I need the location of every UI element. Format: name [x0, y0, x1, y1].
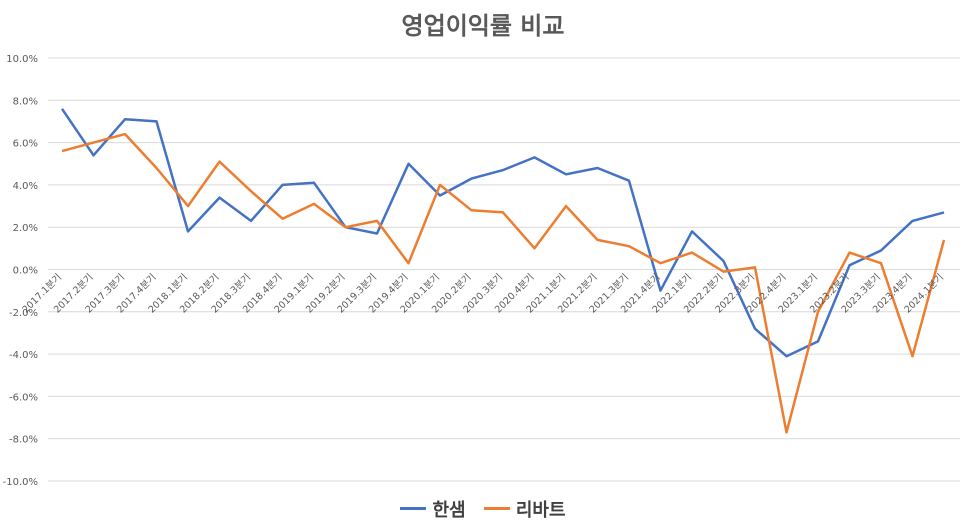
series-line-0 — [60, 108, 945, 358]
y-axis-ticks: -10.0% -8.0% -6.0% -4.0% -2.0% 0.0% 2.0% 4.0% 6.… — [3, 54, 38, 488]
series-line-1 — [61, 132, 946, 434]
y-tick-label: 0.0% — [13, 266, 38, 277]
y-tick-label: 6.0% — [13, 139, 38, 150]
legend-label-hanssem: 한샘 — [432, 499, 466, 521]
chart-title: 영업이익률 비교 — [401, 12, 565, 40]
legend: 한샘 리바트 — [0, 494, 966, 522]
legend-swatch-hanssem — [400, 507, 427, 510]
y-tick-label: -10.0% — [3, 477, 38, 488]
y-tick-label: -4.0% — [9, 350, 38, 361]
series-lines — [60, 108, 946, 434]
legend-swatch-livart — [483, 507, 510, 510]
y-tick-label: 8.0% — [13, 96, 38, 107]
gridlines — [48, 57, 960, 482]
legend-item-livart: 리바트 — [483, 496, 566, 522]
y-tick-label: 10.0% — [6, 54, 38, 65]
legend-item-hanssem: 한샘 — [400, 496, 466, 522]
y-tick-label: -6.0% — [9, 392, 38, 403]
x-axis-ticks: 2017.1분기2017.2분기2017.3분기2017.4분기2018.1분기… — [20, 272, 946, 316]
y-tick-label: 4.0% — [13, 181, 38, 192]
y-tick-label: -8.0% — [9, 435, 38, 446]
y-tick-label: -2.0% — [9, 308, 38, 319]
y-tick-label: 2.0% — [13, 223, 38, 234]
legend-label-livart: 리바트 — [515, 499, 566, 521]
